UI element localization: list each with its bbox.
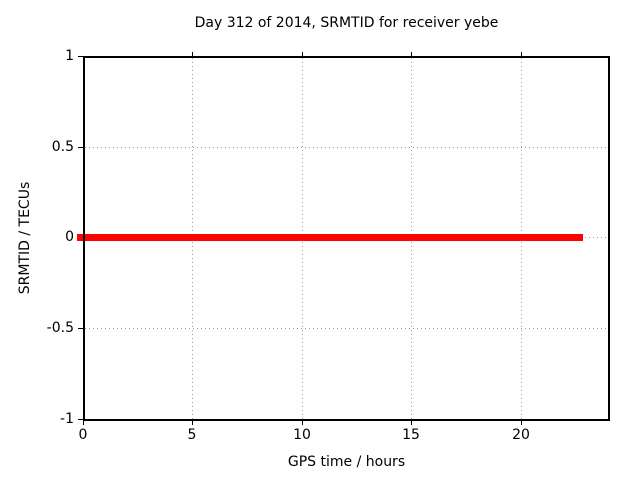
x-tick-mark-bottom-5 <box>192 421 193 425</box>
x-tick-label-10: 10 <box>293 427 311 443</box>
gridline-horizontal-0p5 <box>85 147 608 148</box>
x-axis-label: GPS time / hours <box>287 454 406 470</box>
plot-border-right <box>608 56 610 421</box>
x-tick-mark-top-20 <box>521 52 522 56</box>
x-tick-mark-top-5 <box>192 52 193 56</box>
x-tick-label-0: 0 <box>78 427 88 443</box>
y-tick-label-n0p5: -0.5 <box>46 320 74 336</box>
y-tick-mark-n1 <box>78 419 83 420</box>
plot-border-bottom <box>83 419 610 421</box>
x-tick-mark-top-15 <box>411 52 412 56</box>
x-tick-label-20: 20 <box>512 427 530 443</box>
x-tick-label-5: 5 <box>187 427 197 443</box>
y-tick-label-n1: -1 <box>60 411 74 427</box>
y-tick-mark-1 <box>78 56 83 57</box>
gridline-horizontal-n0p5 <box>85 328 608 329</box>
plot-border-top <box>83 56 610 58</box>
y-tick-mark-n0p5 <box>78 328 83 329</box>
chart-title: Day 312 of 2014, SRMTID for receiver yeb… <box>194 15 499 31</box>
y-tick-label-1: 1 <box>65 48 74 64</box>
y-tick-label-0: 0 <box>65 229 74 245</box>
x-tick-mark-bottom-10 <box>302 421 303 425</box>
series-line-srmtid <box>77 234 583 241</box>
x-tick-mark-bottom-15 <box>411 421 412 425</box>
plot-border-left <box>83 56 85 421</box>
y-tick-label-0p5: 0.5 <box>51 139 74 155</box>
x-tick-mark-bottom-0 <box>83 421 84 425</box>
x-tick-mark-top-10 <box>302 52 303 56</box>
x-tick-mark-bottom-20 <box>521 421 522 425</box>
x-tick-label-15: 15 <box>402 427 420 443</box>
y-tick-mark-0p5 <box>78 147 83 148</box>
